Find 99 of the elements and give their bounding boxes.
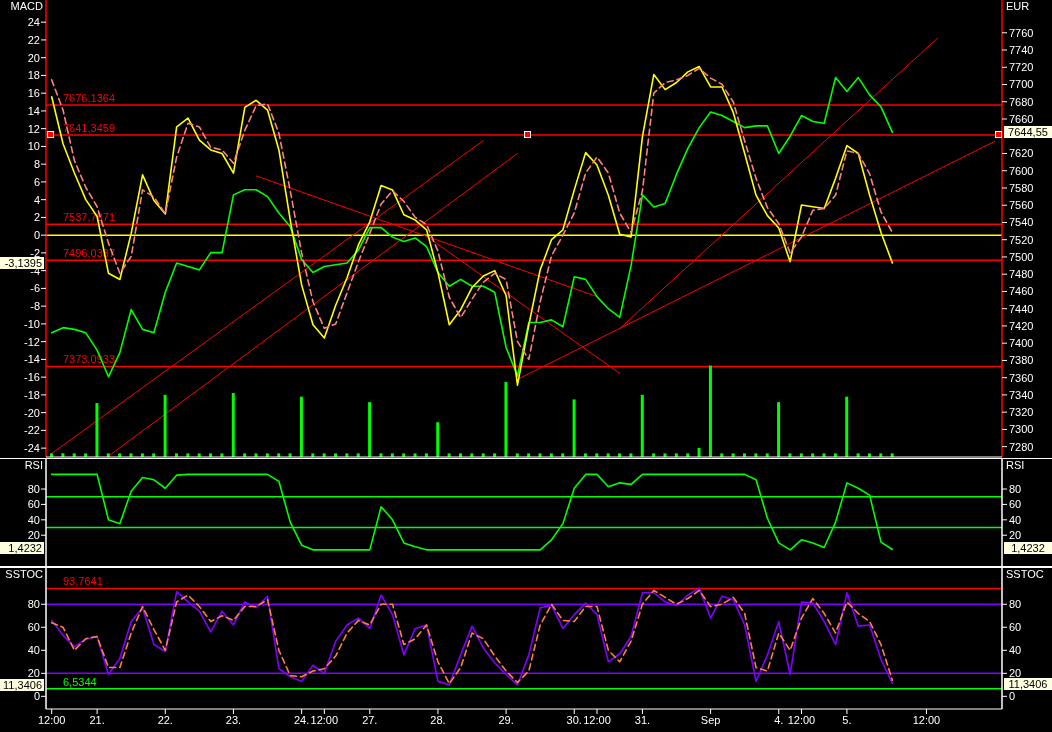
y-tick-label: 60 <box>27 498 40 511</box>
y-tick-label: 24 <box>27 16 40 29</box>
y-tick-label: 10 <box>27 140 40 153</box>
x-tick-label: 5. <box>842 713 852 726</box>
y2-tick-label: 7560 <box>1009 199 1034 212</box>
x-tick-label: 28. <box>430 713 446 726</box>
y2-tick-label: 7620 <box>1009 147 1034 160</box>
y-tick-label: 0 <box>33 690 40 703</box>
y-tick-label: 8 <box>33 158 40 171</box>
x-tick-label: 12:00 <box>912 713 941 726</box>
y-tick-label: 4 <box>33 193 40 206</box>
ref-line-label: 93,7641 <box>63 575 103 588</box>
y-tick-label: -10 <box>24 317 40 330</box>
y-tick-label: 40 <box>27 513 40 526</box>
y-tick-label: -8 <box>30 300 40 313</box>
y-tick-label: 80 <box>27 598 40 611</box>
y2-axis-title: RSI <box>1006 459 1025 472</box>
text: 7644,55 <box>1004 126 1052 138</box>
y2-tick-label: 7380 <box>1009 354 1034 367</box>
y-tick-label: -16 <box>24 371 40 384</box>
y-tick-label: 20 <box>27 667 40 680</box>
y2-tick-label: 7400 <box>1009 337 1034 350</box>
x-tick-label: 12:00 <box>37 713 66 726</box>
text: 11,3406 <box>1004 678 1052 690</box>
y2-tick-label: 7680 <box>1009 95 1034 108</box>
ref-line-label: 6,5344 <box>63 675 97 688</box>
y2-tick-label: 40 <box>1009 513 1022 526</box>
y2-tick-label: 7300 <box>1009 423 1034 436</box>
y-tick-label: -2 <box>30 246 40 259</box>
x-tick-label: 31. <box>634 713 651 726</box>
y-tick-label: -24 <box>24 442 40 455</box>
y2-tick-label: 80 <box>1009 482 1022 495</box>
y2-tick-label: 7720 <box>1009 61 1034 74</box>
y2-tick-label: 7340 <box>1009 388 1034 401</box>
y-tick-label: 20 <box>27 529 40 542</box>
y2-tick-label: 40 <box>1009 644 1022 657</box>
y-axis-title: MACD <box>9 0 43 13</box>
y-tick-label: -20 <box>24 406 40 419</box>
y2-tick-label: 7360 <box>1009 371 1034 384</box>
y2-tick-label: 7740 <box>1009 43 1034 56</box>
y2-tick-label: 0 <box>1009 690 1016 703</box>
x-tick-label: 22. <box>157 713 173 726</box>
x-tick-label: 12:00 <box>787 713 816 726</box>
text: 1,4232 <box>1004 542 1052 554</box>
y-tick-label: -6 <box>30 282 40 295</box>
y-tick-label: 12 <box>27 122 40 135</box>
y-axis-title: RSI <box>23 459 43 472</box>
x-tick-label: 4. <box>774 713 784 726</box>
text: 1,4232 <box>0 542 44 554</box>
y-tick-label: 2 <box>33 211 40 224</box>
y2-axis-title: SSTOC <box>1006 568 1044 581</box>
y-tick-label: 60 <box>27 621 40 634</box>
y2-tick-label: 7480 <box>1009 268 1034 281</box>
x-tick-label: 27. <box>362 713 378 726</box>
y-tick-label: 80 <box>27 482 40 495</box>
y-tick-label: -18 <box>24 388 40 401</box>
x-tick-label: 30. <box>566 713 582 726</box>
y-tick-label: 20 <box>27 51 40 64</box>
y-tick-label: 16 <box>27 87 40 100</box>
y2-tick-label: 60 <box>1009 621 1022 634</box>
x-tick-label: 23. <box>225 713 242 726</box>
y2-tick-label: 7700 <box>1009 78 1034 91</box>
y-tick-label: 14 <box>27 104 40 117</box>
text: -3,1395 <box>0 257 44 269</box>
y2-axis-title: EUR <box>1006 0 1030 13</box>
y2-tick-label: 7600 <box>1009 164 1034 177</box>
y2-tick-label: 7320 <box>1009 406 1034 419</box>
x-tick-label: Sep <box>700 713 721 726</box>
y-tick-label: 18 <box>27 69 40 82</box>
y2-tick-label: 80 <box>1009 598 1022 611</box>
x-tick-label: 24. <box>293 713 310 726</box>
y2-tick-label: 7420 <box>1009 319 1034 332</box>
y-tick-label: 6 <box>33 175 40 188</box>
y-tick-label: 0 <box>33 229 40 242</box>
y-tick-label: -12 <box>24 335 40 348</box>
y2-tick-label: 7440 <box>1009 302 1034 315</box>
y2-tick-label: 7540 <box>1009 216 1034 229</box>
y2-tick-label: 60 <box>1009 498 1022 511</box>
x-tick-label: 29. <box>498 713 514 726</box>
y-tick-label: -22 <box>24 424 40 437</box>
y2-tick-label: 7500 <box>1009 250 1034 263</box>
y2-tick-label: 7580 <box>1009 181 1034 194</box>
ref-line-label: 7676,1364 <box>63 92 115 105</box>
x-tick-label: 12:00 <box>583 713 611 726</box>
y-tick-label: -14 <box>24 353 40 366</box>
y2-tick-label: 7760 <box>1009 26 1034 39</box>
x-tick-label: 21. <box>89 713 105 726</box>
y2-tick-label: 7520 <box>1009 233 1034 246</box>
text: 11,3406 <box>0 679 44 691</box>
x-tick-label: 12:00 <box>310 713 339 726</box>
y-tick-label: 40 <box>27 644 40 657</box>
y2-tick-label: 20 <box>1009 529 1022 542</box>
y2-tick-label: 7460 <box>1009 285 1034 298</box>
y-axis-title: SSTOC <box>4 568 43 581</box>
y2-tick-label: 7660 <box>1009 112 1034 125</box>
y2-tick-label: 20 <box>1009 667 1022 680</box>
ref-line-label: 7641,3459 <box>63 122 115 135</box>
y-tick-label: 22 <box>27 33 40 46</box>
y2-tick-label: 7280 <box>1009 440 1034 453</box>
